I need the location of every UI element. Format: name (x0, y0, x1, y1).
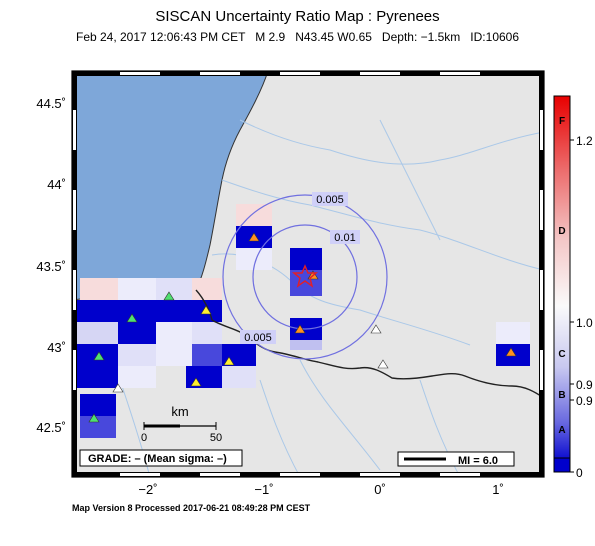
grade-label: GRADE: – (Mean sigma: –) (88, 453, 227, 465)
colorbar-value: 0.9 (576, 394, 593, 408)
map-title: SISCAN Uncertainty Ratio Map : Pyrenees (155, 8, 440, 25)
contour-label: 0.005 (316, 194, 344, 206)
epicenter-star (291, 264, 319, 288)
grade-box (79, 449, 243, 467)
contour-label: 0.01 (334, 232, 355, 244)
contour-labels: 0.005 0.01 0.005 (240, 192, 360, 344)
station-triangle (190, 377, 202, 387)
mi-legend-box (397, 451, 515, 467)
station-triangle (294, 324, 306, 334)
grade-letter: C (558, 349, 565, 360)
lat-tick-label: 43˚ (47, 340, 66, 355)
lon-tick-label: −1˚ (254, 482, 273, 497)
scale-start: 0 (141, 432, 147, 444)
colorbar-value: 0.9 (576, 378, 593, 392)
lat-tick-label: 44.5˚ (36, 96, 66, 111)
grade-letter: F (559, 116, 565, 127)
station-triangle (200, 305, 212, 315)
lat-tick-label: 44˚ (47, 177, 66, 192)
lon-labels: −2˚ −1˚ 0˚ 1˚ (138, 482, 503, 497)
colorbar-value: 1.0 (576, 316, 593, 330)
lon-tick-label: −2˚ (138, 482, 157, 497)
lon-tick-label: 0˚ (374, 482, 386, 497)
lat-labels: 44.5˚ 44˚ 43.5˚ 43˚ 42.5˚ (36, 96, 66, 435)
station-triangle (126, 313, 138, 323)
station-triangle (377, 359, 389, 369)
colorbar-value: 1.2 (576, 134, 593, 148)
grade-letter: A (558, 425, 565, 436)
grade-letter: D (558, 226, 565, 237)
lon-tick-label: 1˚ (492, 482, 504, 497)
contour-label: 0.005 (244, 332, 272, 344)
lat-tick-label: 42.5˚ (36, 420, 66, 435)
station-triangle (505, 347, 517, 357)
scale-end: 50 (210, 432, 222, 444)
lat-tick-label: 43.5˚ (36, 259, 66, 274)
contours (222, 194, 388, 360)
station-triangle (248, 232, 260, 242)
grade-letter: B (558, 390, 565, 401)
colorbar-value: 0 (576, 466, 583, 480)
mi-legend: MI = 6.0 (458, 455, 498, 467)
station-triangle (93, 351, 105, 361)
map-footer: Map Version 8 Processed 2017-06-21 08:49… (72, 503, 311, 513)
station-triangle (163, 291, 175, 301)
colorbar: F D C B A 1.2 1.0 0.9 0.9 0 (553, 95, 593, 480)
map-area: 0.005 0.01 0.005 GRADE: – (Mean (72, 71, 544, 477)
station-triangle (370, 324, 382, 334)
station-triangle (88, 413, 100, 423)
frame-ticks (72, 71, 544, 477)
station-triangle (223, 356, 235, 366)
border-line (195, 289, 544, 399)
scale-unit: km (171, 404, 188, 419)
event-info: Feb 24, 2017 12:06:43 PM CET M 2.9 N43.4… (75, 30, 520, 44)
station-triangle (112, 383, 124, 393)
